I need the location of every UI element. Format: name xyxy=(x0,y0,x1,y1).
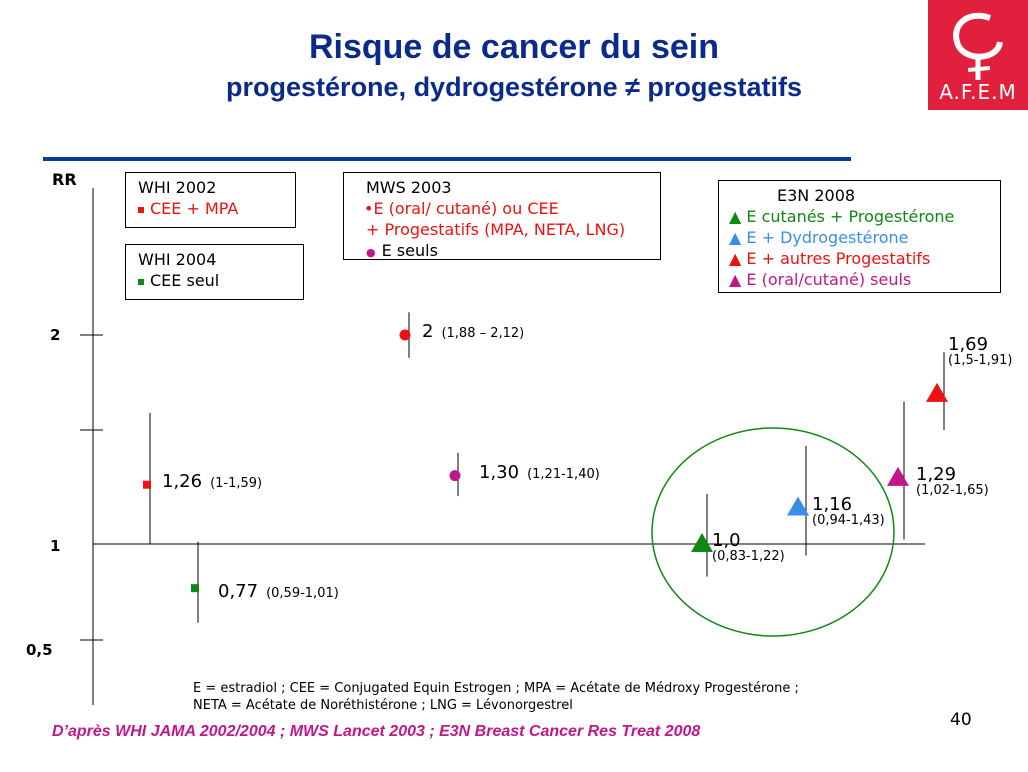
legend-title: E3N 2008 xyxy=(777,186,856,205)
rr-value: 2 xyxy=(422,321,434,342)
rr-value: 1,26 xyxy=(162,470,203,492)
ci-value: (0,59-1,01) xyxy=(266,586,339,602)
footnote-line: NETA = Acétate de Noréthistérone ; LNG =… xyxy=(193,698,573,713)
legend-whi-2004: WHI 2004 CEE seul xyxy=(125,244,304,300)
data-point-magenta-dot xyxy=(449,470,461,482)
legend-item: E (oral/cutané) seuls xyxy=(746,270,912,289)
legend-item: E + Dydrogestérone xyxy=(746,228,909,247)
ci-value: (0,83-1,22) xyxy=(712,549,785,564)
red-triangle-icon: ▲ xyxy=(729,249,747,268)
y-axis-label: RR xyxy=(52,170,77,189)
ci-value: (1,5-1,91) xyxy=(948,352,1013,368)
venus-symbol-icon xyxy=(953,12,1003,80)
e3n-highlight-circle xyxy=(651,427,895,637)
data-label: 0,77 (0,59-1,01) xyxy=(218,581,339,602)
legend-item: CEE seul xyxy=(150,271,220,290)
legend-e3n-2008: E3N 2008 ▲ E cutanés + Progestérone ▲ E … xyxy=(718,180,1001,293)
y-tick-label: 2 xyxy=(50,326,61,344)
rr-value: 1,0 xyxy=(712,530,741,551)
data-point-green-triangle xyxy=(691,533,713,552)
slide-subtitle: progestérone, dydrogestérone ≠ progestat… xyxy=(226,72,802,102)
legend-item: CEE + MPA xyxy=(150,199,239,218)
abbreviations-footnote: E = estradiol ; CEE = Conjugated Equin E… xyxy=(193,680,799,714)
y-tick-label: 0,5 xyxy=(26,641,53,659)
data-point-blue-triangle xyxy=(787,496,809,516)
source-citation: D’après WHI JAMA 2002/2004 ; MWS Lancet … xyxy=(52,723,701,740)
data-point-red-square xyxy=(143,480,151,489)
legend-title: WHI 2002 xyxy=(138,178,217,197)
magenta-triangle-icon: ▲ xyxy=(729,270,747,289)
ci-value: (1,21-1,40) xyxy=(527,466,600,482)
data-label: 1,0 (0,83-1,22) xyxy=(712,530,785,564)
data-label: 1,29 (1,02-1,65) xyxy=(916,464,989,498)
legend-item: E + autres Progestatifs xyxy=(746,249,931,268)
page-number: 40 xyxy=(950,710,972,730)
y-tick-label: 1 xyxy=(50,537,61,555)
legend-whi-2002: WHI 2002 CEE + MPA xyxy=(125,172,296,228)
legend-title: MWS 2003 xyxy=(366,178,452,197)
rr-value: 1,30 xyxy=(479,461,520,483)
data-point-red-dot xyxy=(399,329,411,341)
footnote-line: E = estradiol ; CEE = Conjugated Equin E… xyxy=(193,681,799,696)
data-label: 1,69 (1,5-1,91) xyxy=(948,334,1012,368)
data-point-red-triangle xyxy=(926,382,948,402)
legend-item: E seuls xyxy=(381,241,438,260)
ci-value: (1,88 – 2,12) xyxy=(441,326,525,341)
legend-mws-2003: MWS 2003 •E (oral/ cutané) ou CEE + Prog… xyxy=(343,172,661,260)
data-point-magenta-triangle xyxy=(887,466,909,486)
afem-logo: A.F.E.M xyxy=(928,0,1028,110)
data-label: 1,26 (1-1,59) xyxy=(162,471,262,492)
rr-value: 1,69 xyxy=(948,333,989,355)
magenta-dot-icon: ● xyxy=(366,246,376,259)
legend-item: E cutanés + Progestérone xyxy=(746,207,955,226)
ci-value: (1,02-1,65) xyxy=(916,482,989,498)
green-square-icon xyxy=(138,278,144,285)
data-label: 1,16 (0,94-1,43) xyxy=(812,494,885,528)
red-square-icon xyxy=(138,206,144,213)
data-label: 1,30 (1,21-1,40) xyxy=(479,462,600,483)
rr-value: 1,16 xyxy=(812,493,853,515)
ci-value: (1-1,59) xyxy=(210,475,263,491)
legend-item: •E (oral/ cutané) ou CEE xyxy=(364,199,559,218)
blue-triangle-icon: ▲ xyxy=(729,228,747,247)
title-rule xyxy=(43,157,851,161)
data-point-green-square xyxy=(191,584,199,593)
green-triangle-icon: ▲ xyxy=(729,207,747,226)
legend-title: WHI 2004 xyxy=(138,250,217,269)
ci-value: (0,94-1,43) xyxy=(812,512,885,528)
slide-title: Risque de cancer du sein xyxy=(308,28,720,66)
logo-text: A.F.E.M xyxy=(939,80,1017,104)
rr-value: 0,77 xyxy=(218,581,259,603)
data-label: 2 (1,88 – 2,12) xyxy=(422,321,524,342)
legend-item: + Progestatifs (MPA, NETA, LNG) xyxy=(366,220,626,239)
rr-value: 1,29 xyxy=(916,463,957,485)
